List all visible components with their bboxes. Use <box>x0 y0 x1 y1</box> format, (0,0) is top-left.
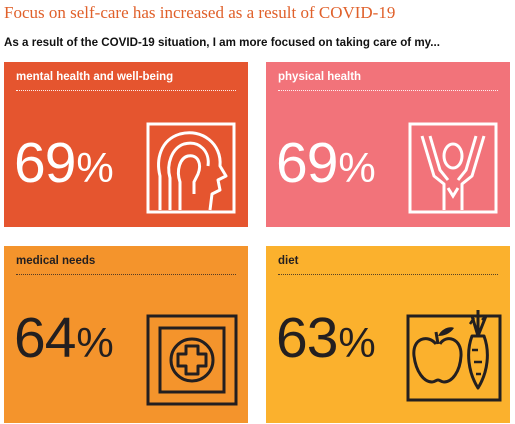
percent-sign: % <box>76 144 114 191</box>
percentage-number: 64 <box>14 306 76 370</box>
page-subtitle: As a result of the COVID-19 situation, I… <box>4 36 440 49</box>
person-arms-raised-icon <box>408 122 498 214</box>
dotted-divider <box>16 90 236 91</box>
percentage-number: 69 <box>276 131 338 195</box>
percentage-value: 69% <box>276 135 376 192</box>
card-label: physical health <box>278 71 362 83</box>
percent-sign: % <box>76 319 114 366</box>
medical-cross-icon <box>146 314 238 406</box>
percentage-number: 63 <box>276 306 338 370</box>
percentage-value: 63% <box>276 310 376 367</box>
head-silhouette-icon <box>146 122 236 214</box>
dotted-divider <box>16 274 236 275</box>
card-physical-health: physical health 69% <box>266 62 510 227</box>
dotted-divider <box>278 90 498 91</box>
percentage-value: 69% <box>14 135 114 192</box>
card-label: mental health and well-being <box>16 71 174 83</box>
percentage-number: 69 <box>14 131 76 195</box>
dotted-divider <box>278 274 498 275</box>
percentage-value: 64% <box>14 310 114 367</box>
card-medical-needs: medical needs 64% <box>4 246 248 423</box>
card-label: medical needs <box>16 255 96 267</box>
card-label: diet <box>278 255 299 267</box>
percent-sign: % <box>338 144 376 191</box>
card-mental-health: mental health and well-being 69% <box>4 62 248 227</box>
apple-carrot-icon <box>406 310 502 402</box>
percent-sign: % <box>338 319 376 366</box>
page-title: Focus on self-care has increased as a re… <box>4 3 396 22</box>
card-diet: diet 63% <box>266 246 510 423</box>
